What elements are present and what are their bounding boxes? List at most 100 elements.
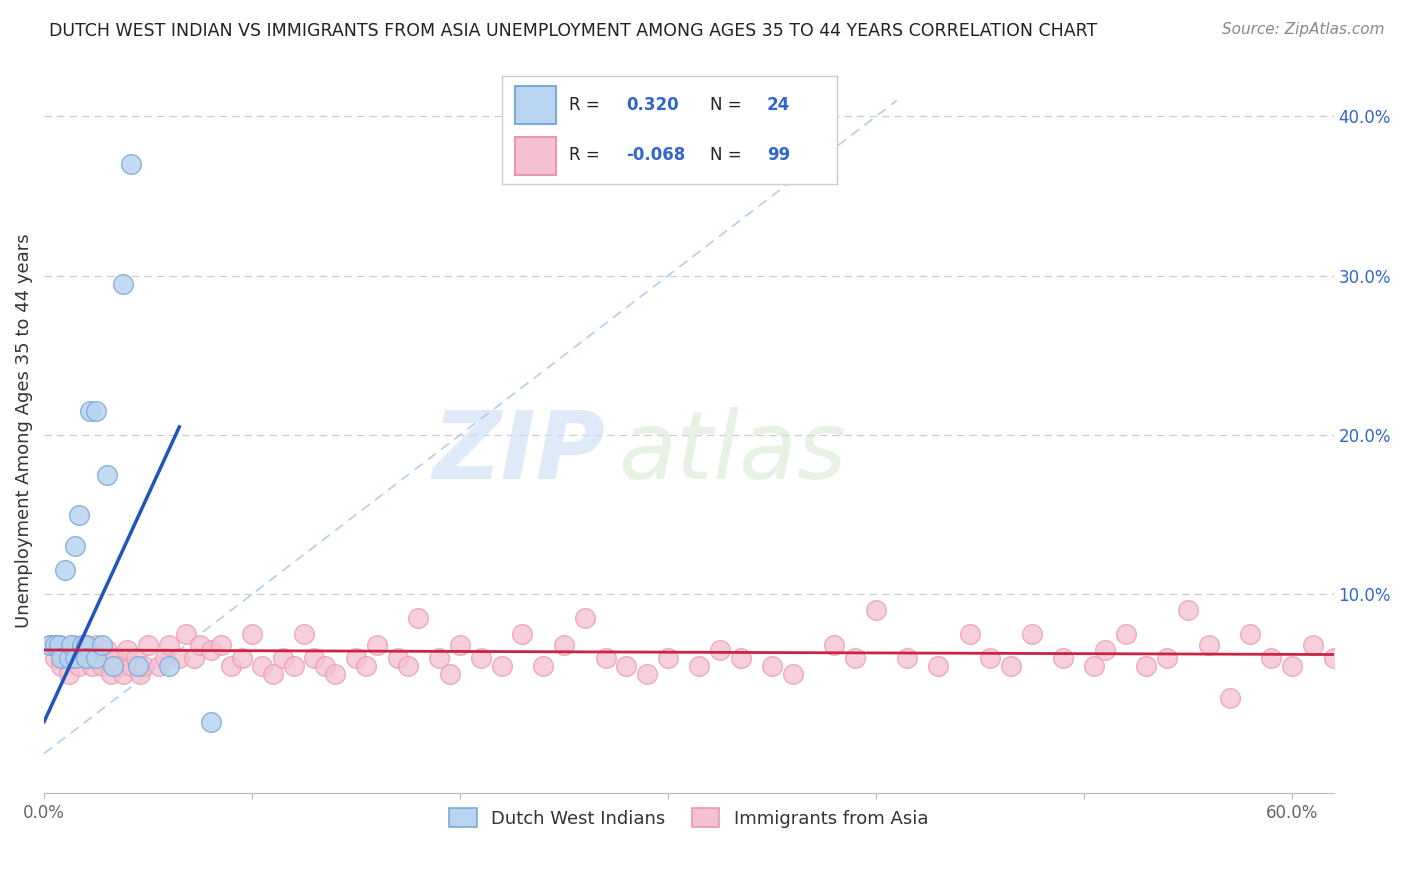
Point — [70, 638, 93, 652]
Point — [127, 659, 149, 673]
Point — [44, 638, 66, 652]
Point — [62, 638, 84, 652]
Point — [439, 666, 461, 681]
Point — [657, 651, 679, 665]
Point — [408, 611, 430, 625]
Point — [730, 651, 752, 665]
Point — [1115, 627, 1137, 641]
Point — [323, 666, 346, 681]
Point — [1302, 638, 1324, 652]
Point — [1156, 651, 1178, 665]
Point — [1000, 659, 1022, 673]
Point — [366, 638, 388, 652]
Point — [896, 651, 918, 665]
Point — [1219, 690, 1241, 705]
Point — [44, 651, 66, 665]
Point — [79, 404, 101, 418]
Point — [396, 659, 419, 673]
Point — [1198, 638, 1220, 652]
Point — [427, 651, 450, 665]
Point — [344, 651, 367, 665]
Point — [153, 651, 176, 665]
Point — [356, 659, 378, 673]
Point — [84, 404, 107, 418]
Point — [121, 157, 143, 171]
Point — [157, 638, 180, 652]
Point — [553, 638, 575, 652]
Point — [39, 638, 62, 652]
Text: ZIP: ZIP — [432, 407, 605, 499]
Point — [136, 638, 159, 652]
Point — [188, 638, 211, 652]
Point — [49, 651, 72, 665]
Point — [128, 666, 150, 681]
Point — [304, 651, 326, 665]
Point — [70, 643, 93, 657]
Point — [761, 659, 783, 673]
Point — [65, 651, 87, 665]
Point — [1052, 651, 1074, 665]
Point — [200, 714, 222, 729]
Point — [491, 659, 513, 673]
Point — [96, 467, 118, 482]
Point — [89, 651, 111, 665]
Point — [616, 659, 638, 673]
Point — [39, 638, 62, 652]
Y-axis label: Unemployment Among Ages 35 to 44 years: Unemployment Among Ages 35 to 44 years — [15, 234, 32, 628]
Point — [112, 277, 135, 291]
Point — [531, 659, 554, 673]
Point — [58, 666, 80, 681]
Point — [124, 651, 146, 665]
Point — [1323, 651, 1346, 665]
Point — [84, 638, 107, 652]
Point — [292, 627, 315, 641]
Point — [169, 651, 191, 665]
Text: DUTCH WEST INDIAN VS IMMIGRANTS FROM ASIA UNEMPLOYMENT AMONG AGES 35 TO 44 YEARS: DUTCH WEST INDIAN VS IMMIGRANTS FROM ASI… — [49, 22, 1098, 40]
Point — [58, 651, 80, 665]
Point — [79, 651, 101, 665]
Point — [75, 651, 97, 665]
Point — [865, 603, 887, 617]
Legend: Dutch West Indians, Immigrants from Asia: Dutch West Indians, Immigrants from Asia — [443, 801, 935, 835]
Point — [104, 651, 127, 665]
Point — [53, 563, 76, 577]
Point — [1239, 627, 1261, 641]
Point — [1094, 643, 1116, 657]
Point — [65, 651, 87, 665]
Point — [262, 666, 284, 681]
Point — [240, 627, 263, 641]
Point — [636, 666, 658, 681]
Point — [132, 659, 155, 673]
Point — [1343, 659, 1365, 673]
Point — [75, 638, 97, 652]
Point — [959, 627, 981, 641]
Point — [65, 540, 87, 554]
Point — [200, 643, 222, 657]
Point — [48, 638, 70, 652]
Point — [80, 659, 103, 673]
Point — [283, 659, 305, 673]
Text: atlas: atlas — [619, 407, 846, 498]
Point — [100, 666, 122, 681]
Point — [221, 659, 243, 673]
Point — [1260, 651, 1282, 665]
Point — [574, 611, 596, 625]
Point — [1135, 659, 1157, 673]
Point — [252, 659, 274, 673]
Point — [314, 659, 336, 673]
Point — [101, 659, 124, 673]
Point — [927, 659, 949, 673]
Point — [1021, 627, 1043, 641]
Point — [979, 651, 1001, 665]
Point — [117, 643, 139, 657]
Point — [1281, 659, 1303, 673]
Point — [60, 638, 83, 652]
Point — [782, 666, 804, 681]
Point — [231, 651, 253, 665]
Point — [387, 651, 409, 665]
Point — [271, 651, 294, 665]
Point — [53, 651, 76, 665]
Point — [688, 659, 710, 673]
Point — [709, 643, 731, 657]
Text: Source: ZipAtlas.com: Source: ZipAtlas.com — [1222, 22, 1385, 37]
